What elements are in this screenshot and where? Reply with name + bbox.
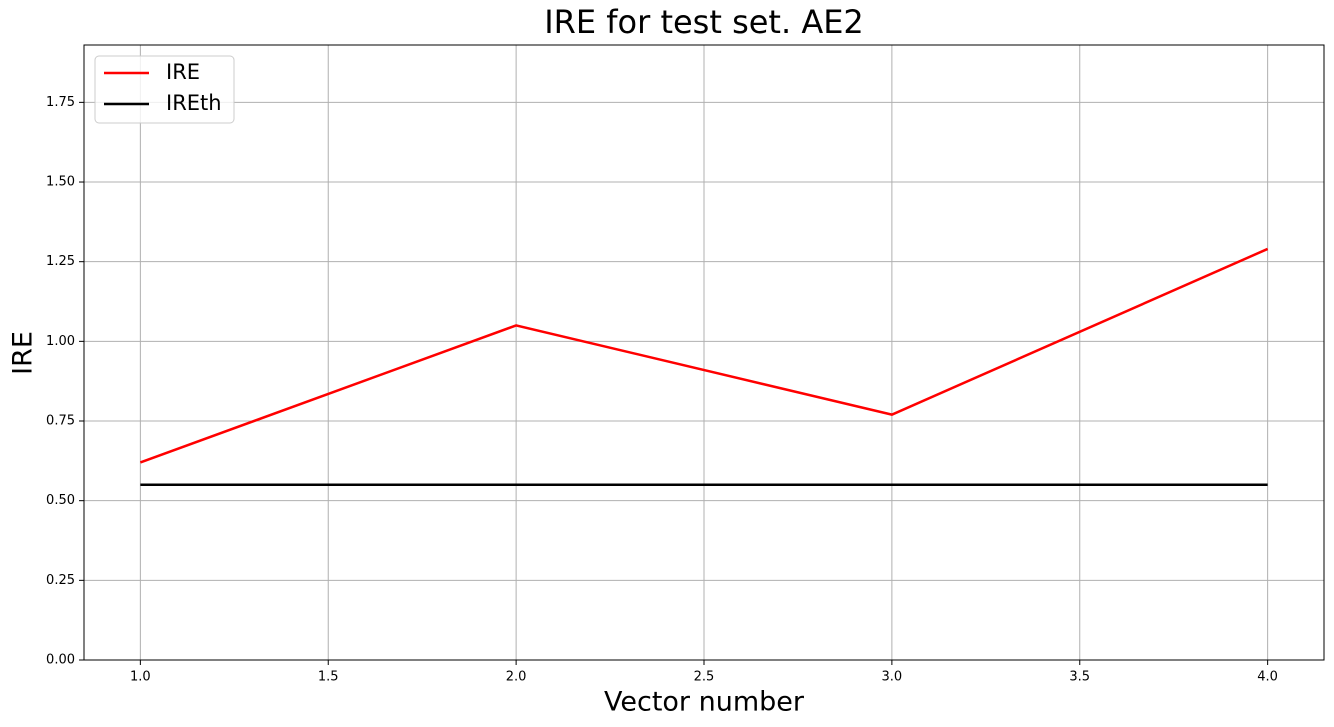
plot-frame: [83, 44, 1325, 661]
x-tick-label: 4.0: [1257, 670, 1278, 685]
chart-title: IRE for test set. AE2: [544, 3, 864, 41]
y-axis-label: IRE: [8, 331, 39, 375]
y-tick-label: 1.25: [46, 254, 75, 269]
legend-label: IREth: [166, 91, 222, 115]
legend-label: IRE: [166, 60, 200, 84]
y-tick-label: 1.50: [46, 175, 75, 190]
x-tick-label: 3.5: [1069, 670, 1090, 685]
y-tick-label: 1.75: [46, 95, 75, 110]
y-tick-label: 1.00: [46, 334, 75, 349]
x-tick-label: 2.5: [694, 670, 715, 685]
x-axis-label: Vector number: [604, 687, 805, 718]
x-tick-label: 3.0: [882, 670, 903, 685]
y-tick-label: 0.00: [46, 653, 75, 668]
legend: IRE IREth: [94, 55, 235, 124]
series-line: [139, 247, 1269, 464]
x-tick-label: 1.0: [130, 670, 151, 685]
x-tick-label: 2.0: [506, 670, 527, 685]
y-tick-label: 0.50: [46, 493, 75, 508]
x-tick-label: 1.5: [318, 670, 339, 685]
y-tick-label: 0.25: [46, 573, 75, 588]
y-tick-label: 0.75: [46, 414, 75, 429]
